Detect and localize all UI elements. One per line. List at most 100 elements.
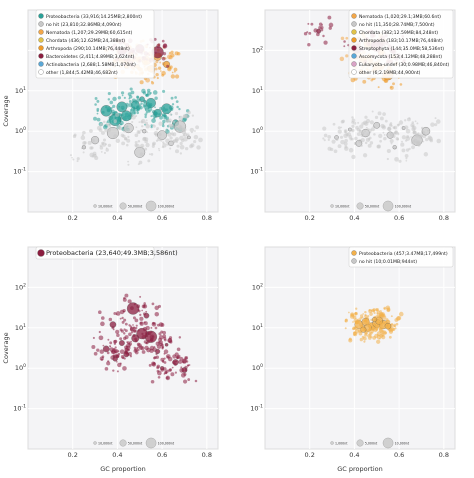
point-proteobacteria: [121, 94, 124, 97]
y-tick-label: 10-1: [13, 404, 26, 413]
point-arthropoda: [151, 80, 153, 83]
legend-label: Proteobacteria (457;3.47MB;17,499nt): [359, 251, 448, 257]
point-proteobacteria: [122, 116, 127, 121]
point-proteobacteria: [162, 89, 166, 93]
y-tick-label: 10-1: [250, 404, 263, 413]
y-tick-label: 101: [15, 86, 26, 95]
point-proteobacteria: [123, 336, 127, 341]
point-no-hit: [179, 141, 183, 146]
point-proteobacteria: [158, 335, 164, 340]
point-no-hit: [105, 122, 109, 126]
point-proteobacteria: [370, 335, 373, 339]
point-proteobacteria: [134, 350, 139, 355]
legend-label: Nematoda (1,207;29.29MB;60,615nt): [46, 30, 132, 36]
size-legend-marker: [330, 441, 334, 445]
point-proteobacteria: [123, 296, 126, 300]
point-proteobacteria: [94, 103, 97, 106]
point-no-hit: [423, 152, 429, 157]
point-proteobacteria: [125, 102, 129, 106]
point-proteobacteria: [154, 326, 158, 330]
point-proteobacteria: [175, 360, 178, 363]
point-proteobacteria: [105, 106, 108, 109]
x-tick-label: 0.8: [202, 451, 212, 459]
size-legend-label: 50,000nt: [365, 205, 380, 209]
point-no-hit: [144, 147, 148, 151]
point-no-hit: [135, 114, 138, 117]
point-no-hit: [185, 114, 190, 119]
point-no-hit: [92, 151, 97, 156]
point-proteobacteria: [162, 107, 167, 112]
point-no-hit: [404, 119, 407, 122]
point-arthropoda: [171, 71, 174, 74]
point-proteobacteria: [144, 115, 147, 119]
point-proteobacteria: [151, 335, 154, 338]
point-proteobacteria: [143, 321, 148, 326]
point-proteobacteria: [121, 320, 125, 324]
point-no-hit: [383, 136, 387, 141]
point-proteobacteria: [161, 114, 164, 117]
point-proteobacteria: [150, 124, 153, 127]
point-no-hit: [322, 137, 325, 140]
point-proteobacteria: [388, 335, 392, 339]
point-no-hit: [410, 140, 416, 145]
point-proteobacteria: [379, 322, 383, 325]
point-arthropoda: [390, 86, 392, 89]
point-no-hit: [362, 153, 368, 158]
legend-marker: [351, 250, 357, 256]
point-proteobacteria: [367, 314, 370, 318]
legend-marker: [38, 29, 44, 35]
point-proteobacteria: [112, 356, 118, 362]
legend-marker: [38, 61, 44, 67]
point-proteobacteria: [366, 317, 369, 320]
point-proteobacteria: [140, 102, 143, 105]
point-no-hit: [89, 129, 93, 133]
point-proteobacteria: [368, 327, 371, 330]
point-no-hit: [152, 124, 155, 126]
point-streptophyta: [343, 40, 346, 43]
point-no-hit: [400, 142, 405, 147]
point-proteobacteria: [153, 346, 156, 349]
point-proteobacteria: [163, 336, 167, 340]
point-no-hit: [410, 123, 415, 128]
point-proteobacteria: [123, 96, 126, 99]
point-proteobacteria: [110, 106, 113, 109]
point-no-hit: [371, 110, 374, 113]
point-proteobacteria: [141, 350, 146, 354]
point-no-hit: [169, 136, 173, 140]
point-proteobacteria: [179, 367, 185, 373]
chart-svg-0: 0.2 0.4 0.6 0.8 10-1 100 101 Coverage Proteobact…: [2, 9, 219, 222]
legend-marker: [351, 61, 357, 67]
point-no-hit: [411, 145, 415, 150]
point-no-hit: [434, 123, 438, 127]
x-tick-label: 0.2: [68, 451, 78, 459]
legend-marker: [38, 69, 44, 75]
point-proteobacteria: [375, 325, 380, 330]
point-proteobacteria: [99, 349, 105, 354]
point-no-hit: [193, 134, 199, 140]
point-no-hit: [427, 129, 429, 132]
point-arthropoda: [170, 50, 174, 54]
point-proteobacteria: [141, 88, 146, 94]
point-proteobacteria: [152, 90, 158, 95]
point-proteobacteria: [162, 122, 165, 125]
point-proteobacteria: [113, 340, 117, 344]
point-no-hit: [181, 127, 187, 132]
legend-marker: [351, 21, 357, 27]
y-tick-label: 102: [252, 282, 263, 291]
point-no-hit: [364, 115, 368, 119]
point-arthropoda: [377, 86, 380, 89]
point-no-hit: [330, 147, 334, 152]
x-tick-label: 0.2: [305, 451, 315, 459]
point-no-hit: [71, 156, 73, 159]
point-proteobacteria: [130, 330, 134, 334]
point-proteobacteria: [106, 107, 112, 112]
point-nematoda: [339, 56, 345, 62]
point-no-hit: [127, 135, 130, 139]
size-legend-label: 10,000nt: [395, 442, 410, 446]
point-no-hit: [422, 140, 425, 143]
point-proteobacteria: [398, 311, 404, 317]
point-proteobacteria: [142, 304, 148, 309]
point-no-hit: [366, 133, 370, 137]
point-no-hit: [131, 114, 136, 120]
size-legend-label: 100,000nt: [158, 205, 175, 209]
